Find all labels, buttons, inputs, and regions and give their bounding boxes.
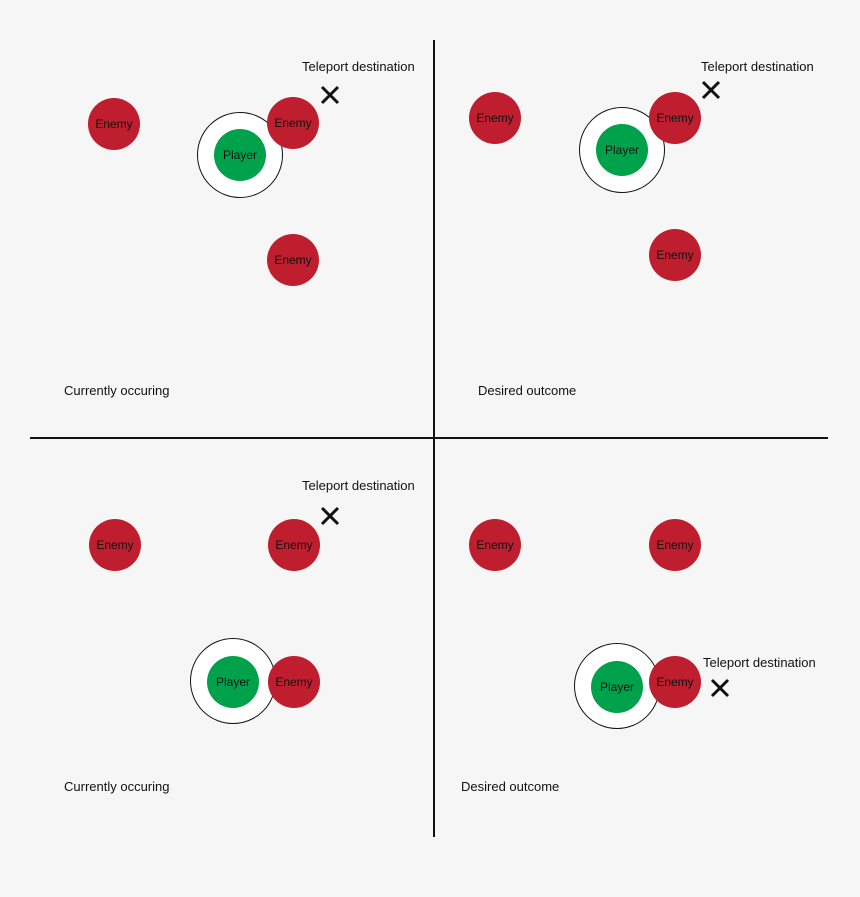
enemy: Enemy — [88, 98, 140, 150]
enemy-label: Enemy — [656, 248, 694, 262]
teleport-label: Teleport destination — [302, 478, 415, 493]
enemy: Enemy — [268, 656, 320, 708]
enemy: Enemy — [649, 656, 701, 708]
caption-current: Currently occuring — [64, 383, 170, 398]
enemy: Enemy — [267, 234, 319, 286]
teleport-x-icon — [701, 80, 721, 100]
enemy: Enemy — [89, 519, 141, 571]
teleport-x-icon — [320, 506, 340, 526]
enemy-label: Enemy — [274, 116, 312, 130]
enemy-label: Enemy — [656, 675, 694, 689]
teleport-label: Teleport destination — [701, 59, 814, 74]
enemy-label: Enemy — [476, 111, 514, 125]
caption-current: Currently occuring — [64, 779, 170, 794]
caption-desired: Desired outcome — [461, 779, 560, 794]
enemy-label: Enemy — [476, 538, 514, 552]
caption-desired: Desired outcome — [478, 383, 577, 398]
teleport-label: Teleport destination — [703, 655, 816, 670]
player-label: Player — [599, 680, 634, 694]
teleport-label: Teleport destination — [302, 59, 415, 74]
enemy: Enemy — [469, 519, 521, 571]
player: Player — [596, 124, 648, 176]
enemy: Enemy — [267, 97, 319, 149]
enemy-label: Enemy — [275, 675, 313, 689]
enemy-label: Enemy — [656, 538, 694, 552]
enemy-label: Enemy — [275, 538, 313, 552]
enemy-label: Enemy — [95, 117, 133, 131]
player-label: Player — [222, 148, 257, 162]
player: Player — [591, 661, 643, 713]
enemy: Enemy — [649, 519, 701, 571]
player-label: Player — [604, 143, 639, 157]
enemy: Enemy — [649, 92, 701, 144]
enemy: Enemy — [469, 92, 521, 144]
enemy-label: Enemy — [96, 538, 134, 552]
enemy: Enemy — [649, 229, 701, 281]
player: Player — [207, 656, 259, 708]
enemy-label: Enemy — [656, 111, 694, 125]
teleport-x-icon — [320, 85, 340, 105]
enemy: Enemy — [268, 519, 320, 571]
player-label: Player — [215, 675, 250, 689]
horizontal-divider — [30, 437, 828, 439]
teleport-x-icon — [710, 678, 730, 698]
enemy-label: Enemy — [274, 253, 312, 267]
player: Player — [214, 129, 266, 181]
